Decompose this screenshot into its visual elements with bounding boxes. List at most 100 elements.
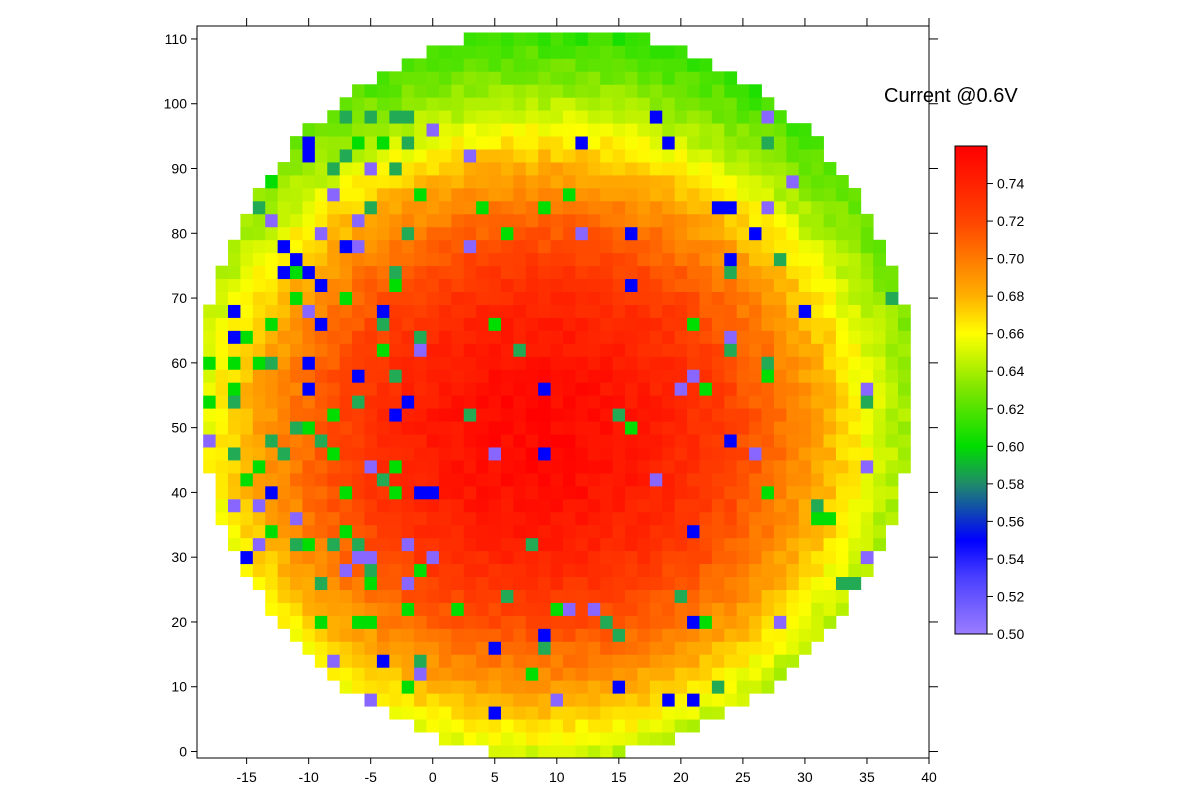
- wafer-cell: [600, 32, 614, 46]
- wafer-cell: [600, 330, 614, 344]
- wafer-cell: [761, 550, 775, 565]
- wafer-cell: [314, 162, 328, 176]
- wafer-cell: [687, 356, 700, 370]
- wafer-cell: [525, 615, 539, 629]
- wafer-cell: [575, 576, 589, 590]
- wafer-cell: [352, 265, 365, 280]
- wafer-cell: [575, 58, 589, 72]
- wafer-cell: [538, 693, 551, 707]
- wafer-cell: [860, 317, 874, 331]
- wafer-cell: [463, 563, 477, 578]
- wafer-cell: [575, 174, 589, 189]
- wafer-cell: [352, 187, 365, 202]
- wafer-cell: [563, 524, 576, 539]
- wafer-cell: [811, 174, 824, 189]
- wafer-cell: [600, 550, 614, 565]
- wafer-cell: [637, 628, 651, 642]
- wafer-cell: [612, 226, 626, 241]
- wafer-cell: [451, 110, 465, 124]
- wafer-cell: [327, 110, 341, 124]
- wafer-cell: [488, 485, 502, 500]
- wafer-cell: [798, 174, 812, 189]
- wafer-cell: [451, 654, 465, 668]
- wafer-cell: [674, 136, 688, 150]
- wafer-cell: [811, 408, 824, 422]
- colorbar-tick-label: 0.52: [997, 588, 1024, 604]
- wafer-cell: [587, 498, 601, 513]
- wafer-cell: [364, 395, 378, 409]
- wafer-cell: [389, 239, 403, 254]
- wafer-cell: [277, 356, 291, 370]
- wafer-cell: [302, 537, 316, 552]
- wafer-cell: [414, 602, 427, 616]
- wafer-cell: [538, 628, 551, 642]
- wafer-cell: [500, 511, 514, 526]
- wafer-cell: [736, 628, 750, 642]
- wafer-cell: [513, 537, 527, 552]
- wafer-cell: [563, 84, 576, 98]
- wafer-cell: [488, 745, 502, 759]
- wafer-cell: [265, 252, 279, 267]
- wafer-cell: [649, 174, 663, 189]
- wafer-cell: [662, 447, 676, 461]
- wafer-cell: [538, 654, 551, 668]
- wafer-cell: [761, 123, 775, 137]
- wafer-cell: [612, 330, 626, 344]
- wafer-cell: [240, 369, 254, 383]
- wafer-cell: [674, 680, 688, 694]
- wafer-cell: [426, 369, 440, 383]
- wafer-cell: [773, 472, 787, 487]
- wafer-cell: [600, 628, 614, 642]
- wafer-cell: [277, 576, 291, 590]
- wafer-cell: [414, 693, 427, 707]
- wafer-cell: [773, 654, 787, 668]
- wafer-cell: [550, 239, 564, 254]
- wafer-cell: [401, 58, 415, 72]
- wafer-cell: [674, 615, 688, 629]
- wafer-cell: [749, 149, 762, 163]
- wafer-cell: [786, 537, 800, 552]
- wafer-cell: [513, 408, 527, 422]
- wafer-cell: [600, 45, 614, 59]
- wafer-cell: [364, 472, 378, 487]
- wafer-cell: [463, 576, 477, 590]
- wafer-cell: [811, 162, 824, 176]
- wafer-cell: [364, 563, 378, 578]
- wafer-cell: [513, 732, 527, 746]
- wafer-cell: [500, 693, 514, 707]
- wafer-cell: [749, 239, 762, 254]
- wafer-cell: [500, 304, 514, 318]
- y-tick-label: 10: [171, 679, 187, 695]
- wafer-cell: [463, 421, 477, 435]
- wafer-cell: [848, 472, 862, 487]
- wafer-cell: [587, 317, 601, 331]
- wafer-cell: [749, 252, 762, 267]
- wafer-cell: [724, 680, 738, 694]
- wafer-cell: [575, 149, 589, 163]
- wafer-cell: [339, 200, 353, 215]
- wafer-cell: [687, 719, 700, 733]
- wafer-cell: [302, 304, 316, 318]
- wafer-cell: [414, 317, 427, 331]
- colorbar-tick-label: 0.60: [997, 438, 1024, 454]
- wafer-cell: [575, 330, 589, 344]
- wafer-cell: [575, 187, 589, 202]
- wafer-cell: [563, 162, 576, 176]
- wafer-cell: [463, 641, 477, 655]
- wafer-cell: [364, 680, 378, 694]
- wafer-cell: [563, 200, 576, 215]
- wafer-cell: [600, 460, 614, 474]
- wafer-cell: [749, 317, 762, 331]
- wafer-cell: [587, 97, 601, 111]
- wafer-cell: [352, 123, 365, 137]
- wafer-cell: [538, 641, 551, 655]
- wafer-cell: [848, 252, 862, 267]
- wafer-cell: [265, 395, 279, 409]
- wafer-cell: [786, 615, 800, 629]
- wafer-cell: [426, 511, 440, 526]
- wafer-cell: [513, 356, 527, 370]
- wafer-cell: [823, 356, 837, 370]
- wafer-cell: [451, 149, 465, 163]
- wafer-cell: [637, 408, 651, 422]
- wafer-cell: [823, 589, 837, 603]
